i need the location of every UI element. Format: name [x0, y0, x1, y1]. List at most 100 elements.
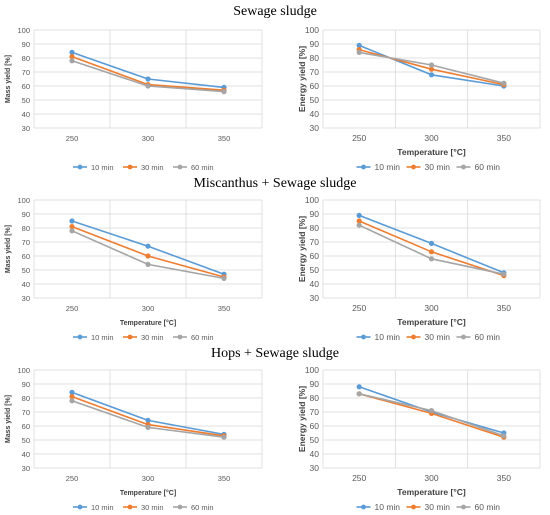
legend-label: 30 min: [141, 503, 164, 512]
legend-label: 60 min: [475, 162, 501, 172]
legend-label: 60 min: [191, 503, 214, 512]
x-tick-label: 300: [142, 474, 155, 483]
x-axis-title: Temperature [°C]: [120, 319, 176, 327]
series-line-30-min: [71, 225, 225, 278]
y-tick-label: 40: [310, 279, 320, 289]
legend-marker: [411, 164, 416, 170]
x-tick-label: 250: [352, 133, 366, 143]
x-axis-title: Temperature [°C]: [397, 147, 466, 157]
data-point-60-min: [501, 271, 507, 277]
data-point-10-min: [428, 72, 435, 78]
y-tick-label: 90: [310, 379, 320, 389]
data-point-60-min: [428, 408, 435, 414]
data-point-60-min: [69, 58, 75, 64]
y-tick-label: 70: [310, 237, 320, 247]
legend-label: 30 min: [425, 332, 451, 342]
x-tick-label: 300: [142, 134, 155, 143]
x-tick-label: 250: [66, 304, 79, 313]
legend-label: 10 min: [375, 332, 401, 342]
y-tick-label: 100: [17, 366, 30, 375]
legend-marker: [127, 504, 133, 510]
data-point-30-min: [428, 249, 435, 255]
data-point-60-min: [428, 62, 435, 68]
x-tick-label: 350: [497, 133, 511, 143]
y-tick-label: 80: [310, 393, 320, 403]
y-tick-label: 100: [17, 196, 30, 205]
y-tick-label: 60: [310, 81, 320, 91]
y-axis-title: Energy yield [%]: [297, 386, 307, 452]
legend-label: 10 min: [91, 163, 114, 172]
x-axis-title: Temperature [°C]: [120, 489, 176, 497]
legend-label: 30 min: [425, 502, 451, 512]
data-point-60-min: [221, 89, 227, 95]
y-tick-label: 80: [22, 394, 30, 403]
legend-marker: [461, 334, 466, 340]
legend-label: 30 min: [425, 162, 451, 172]
legend-marker: [411, 504, 416, 510]
data-point-60-min: [69, 228, 75, 234]
y-tick-label: 100: [17, 26, 30, 35]
y-tick-label: 30: [22, 464, 30, 473]
data-point-60-min: [145, 83, 151, 89]
x-tick-label: 350: [218, 134, 231, 143]
x-axis-title: Temperature [°C]: [397, 487, 466, 497]
y-tick-label: 60: [310, 251, 320, 261]
y-tick-label: 50: [22, 266, 30, 275]
section-title-miscanthus-sewage-sludge: Miscanthus + Sewage sludge: [193, 176, 357, 191]
data-point-10-min: [145, 417, 151, 423]
data-point-10-min: [69, 218, 75, 224]
y-tick-label: 90: [22, 40, 30, 49]
data-point-60-min: [501, 80, 507, 86]
data-point-10-min: [145, 76, 151, 82]
y-axis-title: Mass yield [%]: [5, 225, 12, 273]
y-tick-label: 30: [310, 293, 320, 303]
y-tick-label: 50: [310, 95, 320, 105]
y-tick-label: 30: [22, 124, 30, 133]
y-tick-label: 40: [22, 280, 30, 289]
y-tick-label: 30: [22, 294, 30, 303]
x-tick-label: 350: [218, 474, 231, 483]
data-point-10-min: [69, 389, 75, 395]
data-point-10-min: [356, 212, 362, 218]
x-tick-label: 300: [424, 133, 438, 143]
data-point-60-min: [356, 391, 362, 397]
legend-label: 60 min: [475, 332, 501, 342]
legend-marker: [177, 504, 183, 510]
y-tick-label: 60: [22, 252, 30, 261]
data-point-60-min: [221, 434, 227, 440]
data-point-10-min: [145, 243, 151, 249]
legend-label: 10 min: [91, 333, 114, 342]
legend-label: 10 min: [91, 503, 114, 512]
y-tick-label: 70: [22, 68, 30, 77]
x-tick-label: 300: [424, 473, 438, 483]
data-point-60-min: [145, 261, 151, 267]
y-tick-label: 40: [310, 449, 320, 459]
y-tick-label: 90: [310, 209, 320, 219]
legend-marker: [361, 504, 366, 510]
y-tick-label: 50: [310, 435, 320, 445]
data-point-10-min: [356, 42, 362, 48]
y-tick-label: 70: [22, 408, 30, 417]
y-tick-label: 40: [22, 110, 30, 119]
data-point-60-min: [501, 433, 507, 439]
y-tick-label: 90: [22, 380, 30, 389]
data-point-10-min: [356, 384, 362, 390]
data-point-10-min: [428, 240, 435, 246]
y-tick-label: 80: [22, 224, 30, 233]
legend-marker: [361, 334, 366, 340]
y-tick-label: 30: [310, 463, 320, 473]
y-tick-label: 80: [310, 223, 320, 233]
x-tick-label: 300: [424, 303, 438, 313]
data-point-60-min: [145, 424, 151, 430]
y-tick-label: 50: [22, 436, 30, 445]
chart-miscanthus-energy-yield: 30 40 50 60 70 80 90 100 250 300 350 Energy yield […: [297, 195, 541, 342]
chart-sewage-sludge-energy-yield: 30 40 50 60 70 80 90 100 250 300 350 Energy yield […: [297, 25, 541, 172]
legend-label: 60 min: [191, 163, 214, 172]
legend-label: 30 min: [141, 163, 164, 172]
x-tick-label: 250: [66, 134, 79, 143]
chart-hops-energy-yield: 30 40 50 60 70 80 90 100 250 300 350 Energy yield […: [297, 365, 541, 512]
x-tick-label: 250: [66, 474, 79, 483]
y-tick-label: 30: [310, 123, 320, 133]
series-line-30-min: [358, 220, 505, 277]
legend-label: 60 min: [475, 502, 501, 512]
